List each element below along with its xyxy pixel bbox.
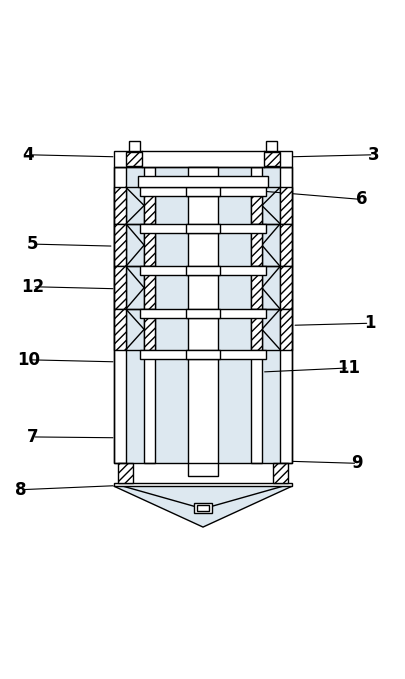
Bar: [279, 224, 292, 266]
Text: 11: 11: [337, 359, 360, 377]
Bar: [193, 502, 212, 513]
Bar: [250, 266, 261, 309]
Bar: [272, 463, 288, 483]
Polygon shape: [126, 224, 144, 266]
Bar: [140, 350, 265, 359]
Polygon shape: [155, 266, 250, 309]
Bar: [113, 151, 292, 167]
Bar: [126, 152, 142, 166]
Bar: [113, 266, 126, 309]
Text: 10: 10: [17, 351, 40, 369]
Bar: [113, 167, 126, 463]
Polygon shape: [261, 309, 279, 350]
Bar: [144, 187, 155, 224]
Bar: [113, 187, 126, 224]
Bar: [113, 167, 292, 463]
Polygon shape: [261, 266, 279, 309]
Bar: [265, 141, 276, 151]
Bar: [140, 266, 265, 276]
Bar: [250, 309, 261, 350]
Polygon shape: [126, 187, 144, 224]
Bar: [250, 224, 261, 266]
Bar: [263, 152, 279, 166]
Bar: [129, 141, 140, 151]
Polygon shape: [126, 309, 144, 350]
Bar: [279, 266, 292, 309]
Bar: [186, 266, 219, 276]
Bar: [279, 187, 292, 224]
Polygon shape: [126, 266, 144, 309]
Text: 12: 12: [21, 278, 44, 296]
Bar: [279, 167, 292, 463]
Text: 7: 7: [27, 428, 38, 446]
Text: 8: 8: [15, 481, 26, 498]
Polygon shape: [155, 224, 250, 266]
Bar: [140, 224, 265, 233]
Bar: [196, 505, 209, 511]
Polygon shape: [261, 224, 279, 266]
Text: 3: 3: [367, 146, 378, 164]
Bar: [113, 483, 292, 486]
Bar: [279, 309, 292, 350]
Text: 1: 1: [363, 314, 374, 332]
Polygon shape: [155, 187, 250, 224]
Bar: [113, 224, 126, 266]
Bar: [117, 463, 133, 483]
Bar: [144, 309, 155, 350]
Bar: [144, 167, 155, 463]
Bar: [250, 187, 261, 224]
Bar: [186, 224, 219, 233]
Text: 5: 5: [27, 235, 38, 253]
Polygon shape: [261, 187, 279, 224]
Text: 4: 4: [23, 146, 34, 164]
Polygon shape: [155, 309, 250, 350]
Bar: [140, 309, 265, 318]
Text: 9: 9: [351, 454, 362, 473]
Bar: [113, 309, 126, 350]
Bar: [138, 177, 267, 187]
Bar: [113, 151, 292, 463]
Bar: [144, 224, 155, 266]
Bar: [186, 350, 219, 359]
Bar: [186, 309, 219, 318]
Bar: [188, 167, 217, 475]
Bar: [144, 266, 155, 309]
Text: 6: 6: [355, 190, 366, 208]
Bar: [250, 167, 261, 463]
Polygon shape: [113, 486, 292, 527]
Bar: [140, 187, 265, 196]
Bar: [186, 187, 219, 196]
